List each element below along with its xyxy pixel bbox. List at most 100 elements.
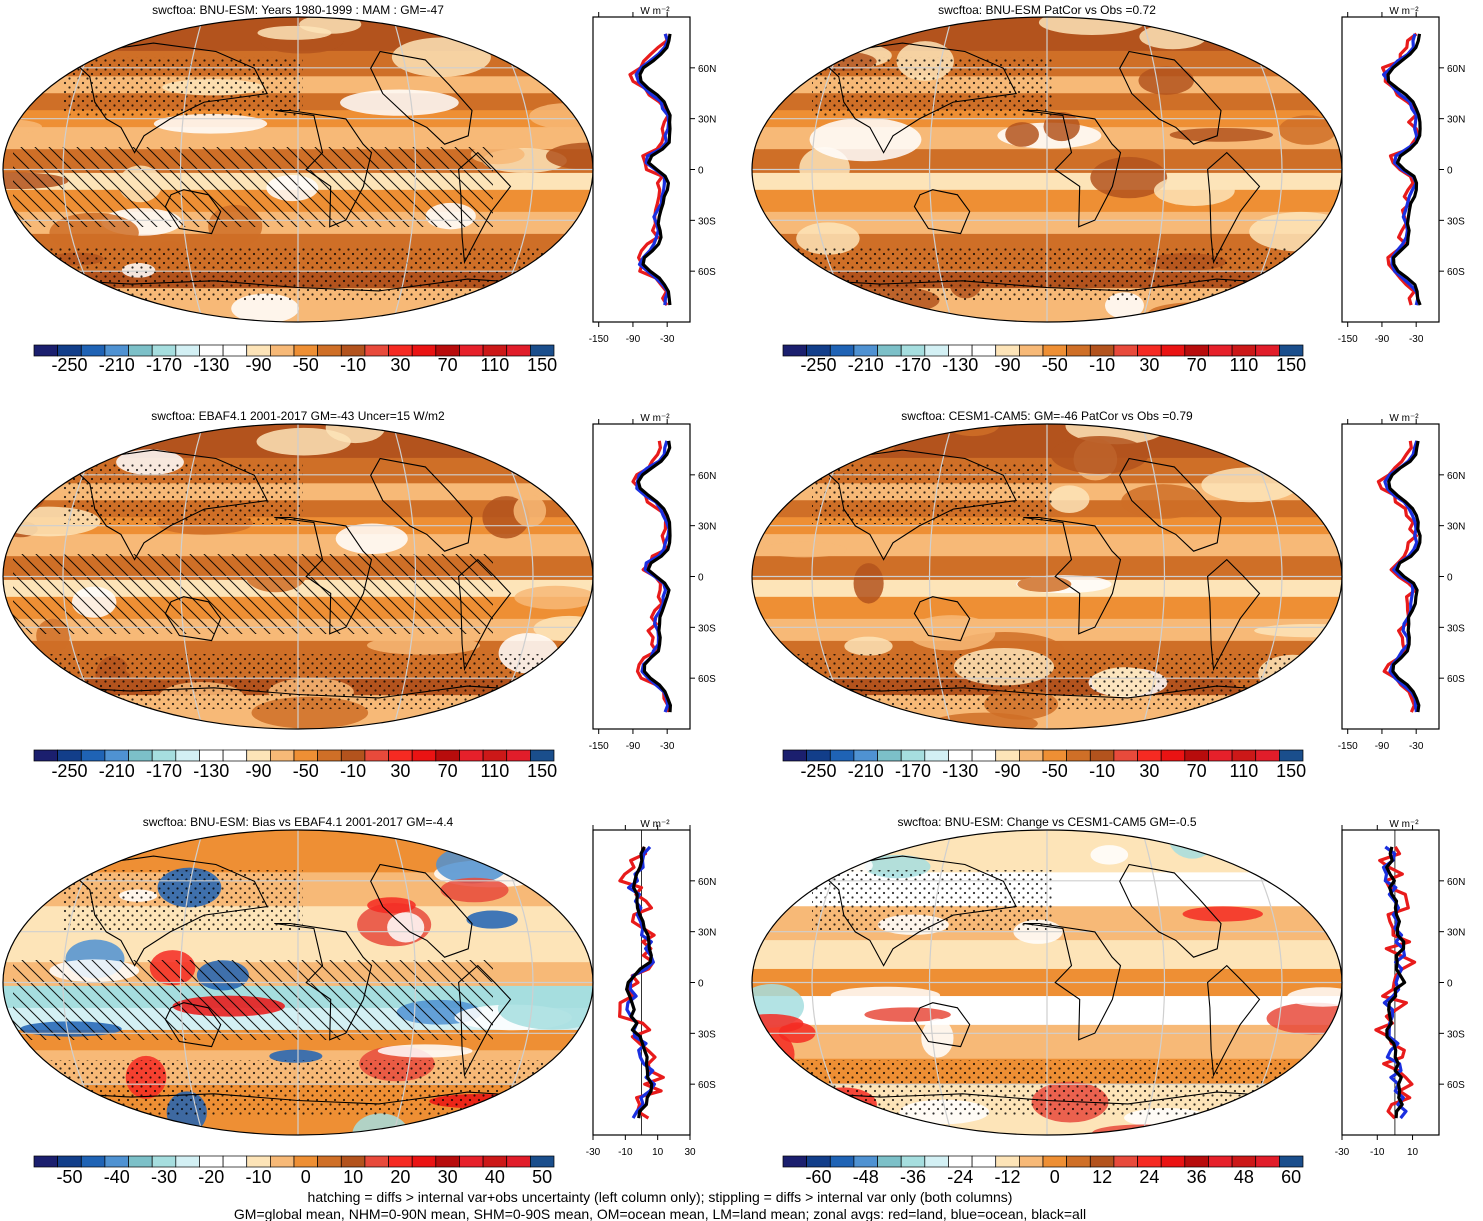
colorbar-swatch: [1279, 1155, 1304, 1168]
colorbar-swatch: [1208, 749, 1233, 762]
longitude-gridline: [392, 830, 417, 1135]
zonal-curve-black: [1385, 846, 1407, 1119]
coastline: [1119, 50, 1222, 145]
colorbar-swatch: [80, 1155, 106, 1168]
longitude-gridline: [1141, 17, 1166, 322]
zonal-frame: [1341, 16, 1440, 323]
colorbar-tick-label: 48: [1234, 1167, 1254, 1187]
colorbar-tick-label: -50: [1042, 355, 1068, 375]
field-blob: [797, 435, 895, 458]
longitude-gridline: [179, 17, 204, 322]
field-blob: [3, 643, 40, 681]
colorbar-swatch: [151, 1155, 177, 1168]
zonal-curve-red: [1374, 846, 1417, 1120]
colorbar-swatch: [270, 344, 295, 357]
hatch-area: [13, 554, 493, 634]
colorbar-swatch: [971, 1155, 997, 1168]
colorbar-tick-label: -90: [246, 761, 272, 781]
colorbar-swatch: [924, 749, 949, 762]
zonal-x-label: -10: [1370, 1147, 1385, 1158]
colorbar-tick-label: -90: [995, 761, 1021, 781]
zonal-x-label: -30: [1409, 741, 1424, 752]
colorbar-swatch: [364, 1155, 389, 1168]
panel-title: swcftoa: CESM1-CAM5: GM=-46 PatCor vs Ob…: [901, 409, 1193, 423]
colorbar-swatch: [317, 1155, 342, 1168]
coastline: [1119, 863, 1222, 958]
colorbar-swatch: [829, 1155, 855, 1168]
colorbar-swatch: [293, 749, 318, 762]
stipple-area: [812, 57, 1052, 117]
colorbar-swatch: [995, 1155, 1020, 1168]
field-blob: [257, 25, 332, 40]
zonal-lat-label: 0: [1447, 166, 1453, 177]
colorbar-tick-label: -10: [1089, 355, 1115, 375]
colorbar-tick-label: -170: [895, 355, 931, 375]
zonal-curve-black: [625, 846, 654, 1119]
colorbar-swatch: [1066, 1155, 1091, 1168]
footer-line-1: hatching = diffs > internal var+obs unce…: [308, 1189, 1013, 1205]
field-blob: [1050, 436, 1149, 474]
zonal-lat-label: 30N: [1447, 928, 1465, 939]
zonal-mean-panel: W m⁻² 60N 30N 0 30S 60S -30 -10 10 30: [586, 819, 717, 1158]
map-field: [3, 17, 593, 322]
zonal-x-label: -150: [1338, 741, 1358, 752]
coastline: [164, 1002, 222, 1048]
colorbar-swatch: [388, 749, 413, 762]
zonal-x-label: -10: [618, 1147, 633, 1158]
zonal-lat-label: 60S: [698, 267, 716, 278]
coastline: [913, 189, 971, 235]
stipple-area: [63, 57, 303, 117]
colorbar-swatch: [1019, 1155, 1044, 1168]
zonal-lat-label: 60N: [1447, 877, 1465, 888]
zonal-lat-label: 0: [1447, 979, 1453, 990]
colorbar-tick-label: -130: [193, 355, 229, 375]
colorbar-swatch: [1089, 749, 1115, 762]
zonal-lat-label: 60S: [1447, 267, 1465, 278]
zonal-lat-label: 0: [698, 979, 704, 990]
colorbar-swatch: [829, 749, 855, 762]
field-blob: [513, 494, 547, 528]
zonal-x-label: -30: [586, 1147, 601, 1158]
field-blob: [1322, 674, 1342, 700]
zonal-x-label: 10: [1407, 1147, 1419, 1158]
colorbar-swatch: [57, 749, 82, 762]
field-blob: [1138, 66, 1194, 95]
zonal-frame: [592, 423, 691, 730]
zonal-x-label: -90: [1375, 334, 1390, 345]
longitude-gridline: [179, 424, 204, 729]
coastline: [1023, 109, 1122, 228]
colorbar-swatch: [199, 1155, 224, 1168]
colorbar-tick-label: -90: [246, 355, 272, 375]
colorbar-swatch: [530, 344, 555, 357]
panel-3: swcftoa: EBAF4.1 2001-2017 GM=-43 Uncer=…: [2, 409, 716, 781]
zonal-lat-label: 0: [698, 166, 704, 177]
field-blob: [780, 19, 838, 63]
colorbar-swatch: [317, 749, 342, 762]
field-blob: [1311, 857, 1342, 901]
colorbar-swatch: [104, 749, 129, 762]
longitude-gridline: [179, 830, 204, 1135]
field-blob: [340, 89, 459, 116]
colorbar-tick-label: 150: [527, 355, 557, 375]
field-blob: [796, 222, 860, 255]
colorbar-swatch: [1255, 1155, 1280, 1168]
colorbar-swatch: [877, 749, 902, 762]
colorbar-swatch: [222, 749, 248, 762]
zonal-curve-red: [1376, 440, 1418, 713]
colorbar: -250 -210 -170 -130 -90 -50 -10 30 70 110 150: [33, 344, 557, 375]
zonal-lat-label: 60S: [1447, 1080, 1465, 1091]
colorbar-swatch: [806, 749, 831, 762]
zonal-lat-label: 60N: [698, 64, 716, 75]
colorbar-tick-label: 110: [481, 761, 510, 781]
coastline: [1023, 516, 1122, 635]
field-blob: [1121, 484, 1205, 519]
colorbar-tick-label: -50: [293, 355, 319, 375]
field-blob: [1049, 485, 1090, 514]
map-field: [3, 830, 593, 1135]
colorbar-tick-label: 30: [1139, 761, 1159, 781]
field-blob: [1153, 175, 1235, 206]
zonal-lat-label: 60N: [1447, 64, 1465, 75]
colorbar-swatch: [1137, 1155, 1162, 1168]
field-blob: [15, 473, 47, 510]
